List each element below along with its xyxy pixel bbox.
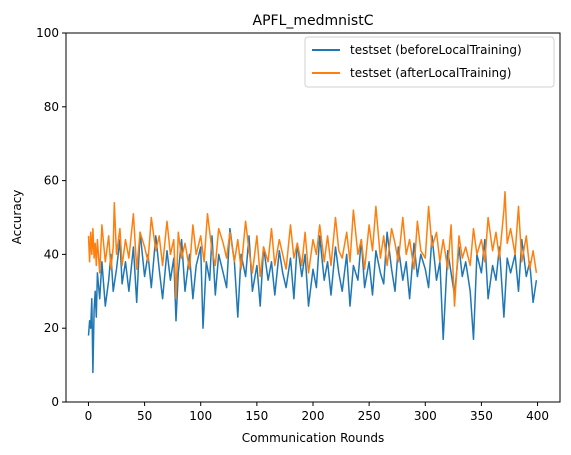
plot-lines [87,190,538,374]
legend-label-before: testset (beforeLocalTraining) [350,43,522,57]
x-tick-label: 300 [414,409,437,423]
chart-title: APFL_medmnistC [253,13,374,29]
x-tick-label: 200 [302,409,325,423]
legend-label-after: testset (afterLocalTraining) [350,66,511,80]
y-tick-label: 80 [44,100,59,114]
x-tick-label: 100 [189,409,212,423]
x-tick-label: 0 [85,409,93,423]
x-tick-label: 250 [358,409,381,423]
y-tick-label: 100 [36,26,59,40]
y-tick-label: 0 [51,395,59,409]
y-axis-label: Accuracy [10,190,24,245]
legend: testset (beforeLocalTraining) testset (a… [304,36,555,88]
plot-frame [65,32,561,403]
x-axis-label: Communication Rounds [242,431,385,445]
x-tick-label: 400 [526,409,549,423]
series-line-1 [87,190,538,307]
y-tick-label: 40 [44,247,59,261]
legend-box [304,36,555,88]
y-axis-ticks: 0 20 40 60 80 100 [36,26,66,409]
x-tick-label: 150 [245,409,268,423]
y-tick-label: 20 [44,321,59,335]
y-tick-label: 60 [44,174,59,188]
x-tick-label: 350 [470,409,493,423]
x-axis-ticks: 0 50 100 150 200 250 300 350 400 [85,402,549,423]
x-tick-label: 50 [137,409,152,423]
